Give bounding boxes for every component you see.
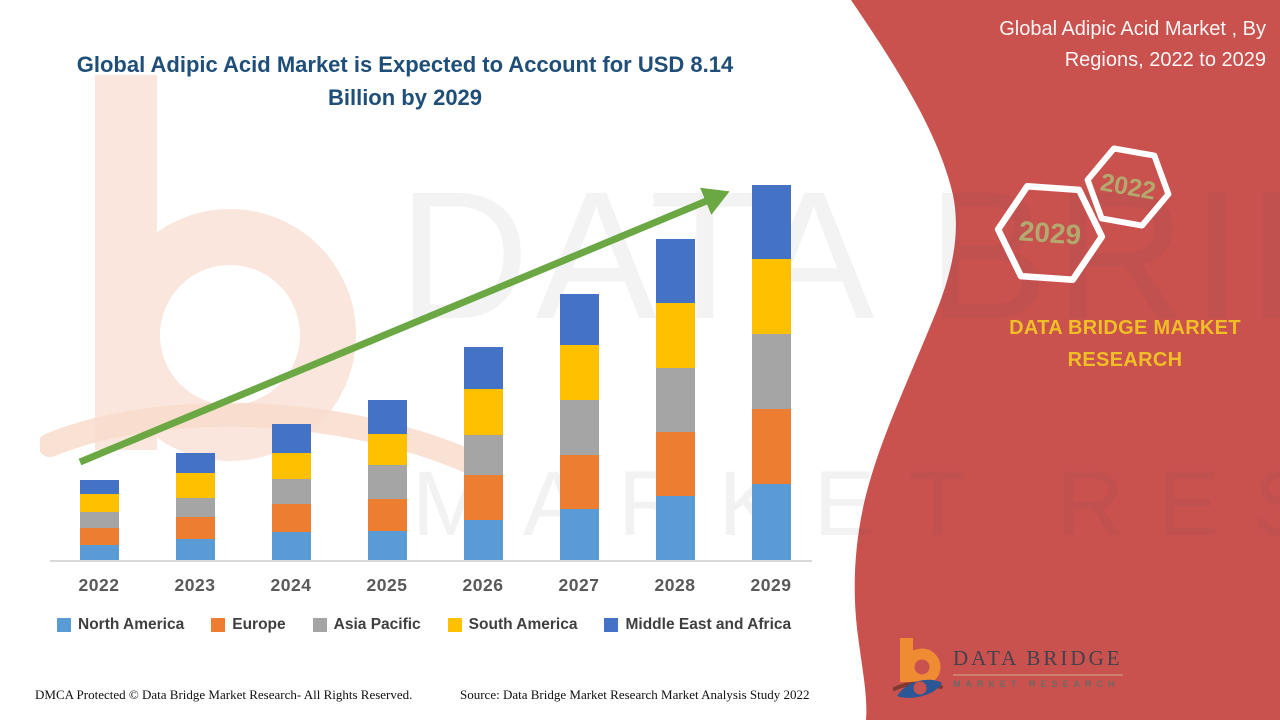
bar-segment [175,538,215,560]
bar-segment [463,519,503,560]
stacked-bar-2022 [79,479,119,560]
bar-segment [367,400,407,435]
hexagon-2029-label: 2029 [1018,215,1082,250]
bar-segment [559,400,599,455]
bar-segment [751,184,791,259]
trend-arrow [78,187,730,466]
bar-segment [559,508,599,560]
x-tick-label: 2024 [270,575,312,595]
stacked-bar-2026 [463,347,503,560]
x-tick-label: 2022 [78,575,120,595]
databridge-logo-icon [893,638,943,698]
bar-segment [655,238,695,303]
panel-title: Global Adipic Acid Market , By Regions, … [999,18,1266,71]
legend-label: Asia Pacific [333,616,421,633]
footer-dmca-text: DMCA Protected © Data Bridge Market Rese… [35,687,413,702]
bar-segment [463,474,503,520]
legend-swatch [312,618,327,632]
bar-segment [751,333,791,409]
bar-segment [79,511,119,528]
bar-segment [79,544,119,560]
legend-item: South America [447,616,578,634]
stacked-bar-plot [79,184,791,560]
bar-segment [367,531,407,560]
bar-segment [79,493,119,512]
bar-segment [559,345,599,401]
bar-segment [751,408,791,484]
bar-segment [463,434,503,475]
logo-name: DATA BRIDGE [953,646,1123,676]
legend-label: Middle East and Africa [625,616,792,633]
x-tick-label: 2029 [750,575,792,595]
bar-segment [655,495,695,560]
legend-label: South America [468,616,578,633]
x-tick-label: 2025 [366,575,408,595]
stacked-bar-2028 [655,238,695,560]
legend-item: Europe [211,616,286,634]
legend-swatch [57,618,71,632]
bar-segment [751,258,791,334]
legend-swatch [447,618,462,632]
x-axis-line [50,560,812,562]
bar-segment [175,497,215,517]
bar-segment [367,499,407,531]
x-tick-label: 2026 [462,575,504,595]
stacked-bar-2029 [751,184,791,560]
bar-segment [175,453,215,473]
stacked-bar-2025 [367,400,407,560]
bar-segment [751,483,791,560]
bar-segment [271,503,311,532]
legend-swatch [211,618,226,632]
legend: North America Europe Asia Pacific South Ame… [57,616,791,634]
bar-segment [655,367,695,432]
x-tick-label: 2027 [558,575,600,595]
bar-segment [655,431,695,496]
bar-segment [79,527,119,545]
bar-segment [463,347,503,390]
legend-swatch [604,618,619,632]
logo-b-watermark [40,75,480,474]
hexagon-2029: 2029 [994,183,1106,283]
bar-segment [271,531,311,560]
legend-item: Middle East and Africa [604,616,791,634]
bar-segment [175,516,215,539]
stacked-bar-2027 [559,293,599,560]
chart-title: Global Adipic Acid Market is Expected to… [76,52,734,110]
hexagon-2022-label: 2022 [1098,168,1158,205]
bar-segment [79,479,119,494]
bar-segment [367,465,407,500]
footer-source-text: Source: Data Bridge Market Research Mark… [460,687,810,702]
bar-segment [271,453,311,479]
stacked-bar-2024 [271,424,311,560]
stacked-bar-2023 [175,453,215,560]
brand-wordmark: DATA BRIDGE MARKET RESEARCH [1009,317,1241,371]
bar-segment [271,424,311,454]
logo-subtitle: MARKET RESEARCH [953,679,1120,689]
bar-segment [559,293,599,346]
bar-segment [271,478,311,504]
bar-segment [175,472,215,498]
bar-segment [367,434,407,466]
databridge-logo: DATA BRIDGE MARKET RESEARCH [893,636,1123,700]
bar-segment [559,454,599,509]
bar-segment [463,389,503,435]
legend-label: North America [78,616,185,633]
legend-item: North America [57,616,184,634]
legend-label: Europe [232,616,286,633]
bar-segment [655,302,695,368]
x-tick-label: 2023 [174,575,216,595]
legend-item: Asia Pacific [312,616,421,634]
x-tick-label: 2028 [654,575,696,595]
